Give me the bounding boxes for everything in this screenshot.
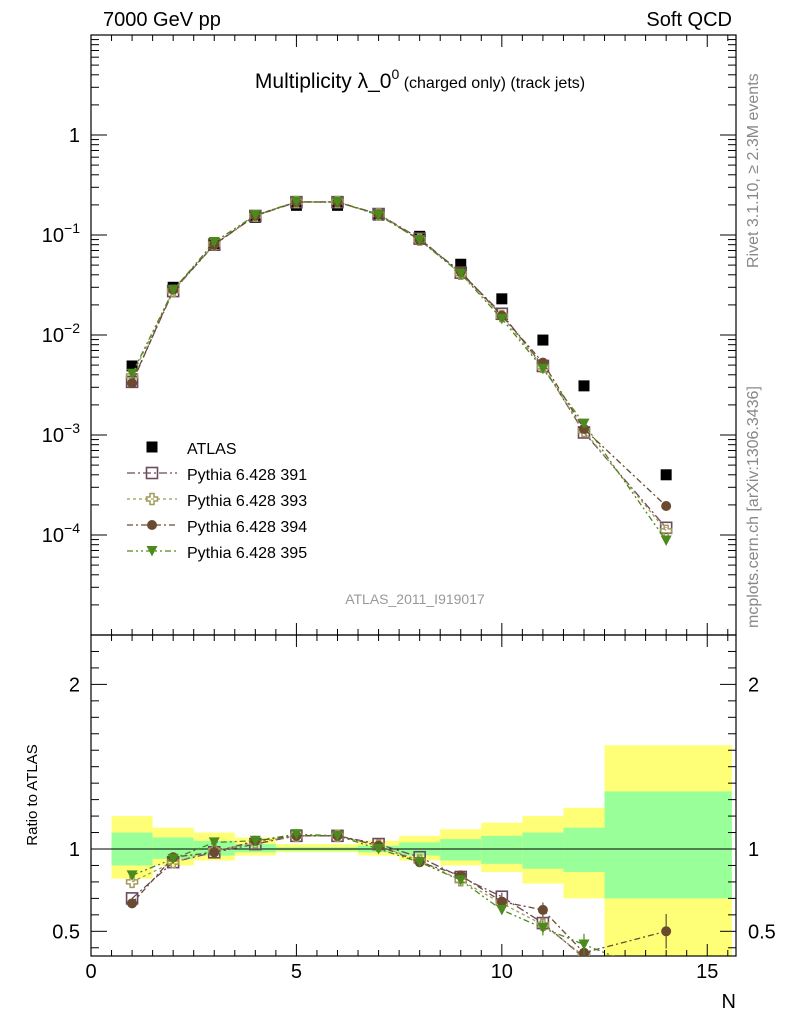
ratio-point — [496, 896, 507, 907]
ratio-y-tick-label-left: 2 — [69, 674, 80, 696]
ratio-point — [578, 939, 590, 950]
x-axis-label: N — [722, 991, 736, 1013]
data-point — [660, 469, 672, 481]
ratio-y-tick-label-right: 1 — [748, 839, 759, 861]
y-tick-label: 10−1 — [42, 220, 80, 247]
data-point — [661, 500, 672, 511]
ratio-point — [455, 875, 467, 886]
data-point — [496, 313, 508, 325]
ratio-point — [414, 857, 426, 868]
ratio-y-tick-label-right: 2 — [748, 674, 759, 696]
ratio-point — [208, 837, 220, 848]
ratio-point — [127, 898, 138, 909]
ratio-bands — [111, 745, 732, 956]
legend-marker — [145, 492, 159, 506]
data-point — [126, 360, 138, 372]
series-pythia-6-428-395 — [126, 196, 672, 547]
ratio-point — [290, 829, 302, 840]
ratio-point — [536, 918, 550, 931]
ratio-point — [209, 847, 220, 858]
ratio-point — [373, 844, 385, 855]
ratio-point — [496, 904, 508, 916]
ratio-y-tick-label-left: 1 — [69, 839, 80, 861]
ratio-point — [125, 875, 139, 889]
data-point — [208, 237, 220, 248]
legend-label: ATLAS — [187, 441, 237, 458]
x-tick-label: 0 — [85, 961, 96, 983]
ratio-point — [537, 904, 548, 915]
y-tick-label: 10−2 — [42, 320, 80, 347]
chart-title: Multiplicity λ_00 (charged only) (track … — [255, 66, 585, 93]
analysis-watermark: ATLAS_2011_I919017 — [345, 591, 485, 607]
ratio-y-axis-label: Ratio to ATLAS — [24, 744, 41, 845]
data-point — [373, 210, 385, 221]
data-point — [660, 535, 672, 547]
header-left: 7000 GeV pp — [103, 9, 221, 31]
inner-band-12 — [604, 791, 732, 899]
data-point — [578, 380, 590, 392]
data-point — [167, 285, 179, 296]
legend: ATLAS Pythia 6.428 391 Pythia 6.428 393 Pyt… — [127, 441, 307, 562]
x-tick-label: 5 — [291, 961, 302, 983]
ratio-point — [126, 870, 138, 881]
legend-label: Pythia 6.428 391 — [187, 467, 307, 484]
ratio-y-tick-label-right: 0.5 — [748, 921, 776, 943]
data-point — [249, 210, 261, 221]
y-tick-label: 10−4 — [42, 520, 80, 547]
data-point — [331, 196, 343, 208]
ratio-frame — [90, 634, 737, 957]
legend-marker — [147, 520, 157, 530]
legend-marker — [145, 466, 159, 480]
legend-marker — [146, 441, 158, 453]
data-point — [455, 258, 467, 270]
y-tick-label: 10−3 — [42, 420, 80, 447]
main-panel: 1 10−1 10−2 10−3 10−4 Multiplicity λ_00 (char… — [42, 34, 737, 636]
data-point — [126, 368, 138, 380]
inner-band-1 — [152, 837, 194, 859]
inner-band-9 — [481, 835, 523, 864]
x-tick-label: 10 — [491, 961, 513, 983]
x-tick-label: 15 — [696, 961, 718, 983]
ratio-point — [167, 853, 179, 865]
data-point — [578, 418, 590, 430]
data-point — [455, 268, 467, 280]
ratio-point — [331, 830, 343, 842]
data-point — [537, 334, 549, 346]
legend-label: Pythia 6.428 394 — [187, 519, 307, 536]
ratio-point — [537, 923, 549, 934]
legend-label: Pythia 6.428 393 — [187, 493, 307, 510]
series-line — [131, 201, 667, 541]
ratio-point — [249, 835, 261, 847]
y-tick-label: 1 — [69, 125, 80, 147]
legend-marker — [146, 546, 158, 557]
inner-band-8 — [440, 839, 482, 861]
data-point — [537, 363, 549, 375]
ratio-panel: 0 5 10 15N 0.5 0.5 1 1 2 2 Ratio to ATLAS — [24, 634, 776, 1013]
inner-band-11 — [563, 827, 605, 873]
data-point — [414, 235, 426, 246]
data-point — [290, 196, 302, 208]
inner-band-10 — [522, 832, 564, 869]
header-right: Soft QCD — [646, 9, 732, 31]
legend-label: Pythia 6.428 395 — [187, 545, 307, 562]
ratio-series-3 — [126, 829, 615, 956]
data-point — [659, 521, 673, 535]
ratio-y-tick-label-left: 0.5 — [52, 921, 80, 943]
ratio-point — [661, 926, 672, 937]
data-point — [127, 378, 138, 389]
data-point — [496, 293, 508, 305]
